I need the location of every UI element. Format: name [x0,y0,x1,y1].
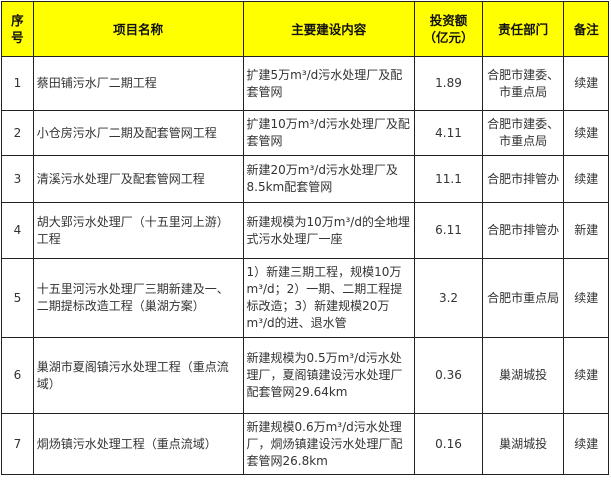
header-row: 序号 项目名称 主要建设内容 投资额 （亿元） 责任部门 备注 [1,1,609,57]
cell-no: 7 [1,413,34,475]
cell-dept: 巢湖城投 [481,337,565,414]
header-dept: 责任部门 [481,1,565,57]
table-body: 1 蔡田铺污水厂二期工程 扩建5万m³/d污水处理厂及配套管网 1.89 合肥市建委、市… [1,56,609,475]
table-row: 5 十五里河污水处理厂三期新建及一、二期提标改造工程（巢湖方案） 1）新建三期工程，… [1,258,609,338]
cell-content: 1）新建三期工程，规模10万m³/d；2）一期、二期工程提标改造；3）新建规模2… [242,258,416,338]
cell-content: 新建规模为0.5万m³/d污水处理厂，夏阁镇建设污水处理厂配套管网29.64km [242,337,416,414]
cell-name: 蔡田铺污水厂二期工程 [32,56,244,111]
cell-note: 新建 [563,202,609,259]
header-no: 序号 [1,1,34,57]
cell-name: 清溪污水处理厂及配套管网工程 [32,155,244,203]
cell-content: 新建规模0.6万m³/d污水处理厂，烔炀镇建设污水处理厂配套管网26.8km [242,413,416,475]
cell-investment: 0.16 [414,413,483,475]
cell-no: 6 [1,337,34,414]
cell-dept: 合肥市建委、市重点局 [481,110,565,156]
cell-no: 2 [1,110,34,156]
table-row: 3 清溪污水处理厂及配套管网工程 新建20万m³/d污水处理厂及8.5km配套管网 1… [1,155,609,203]
table-row: 7 烔炀镇污水处理工程（重点流域） 新建规模0.6万m³/d污水处理厂，烔炀镇建设污… [1,413,609,475]
cell-dept: 巢湖城投 [481,413,565,475]
cell-content: 扩建10万m³/d污水处理厂及配套管网 [242,110,416,156]
cell-investment: 0.36 [414,337,483,414]
cell-name: 小仓房污水厂二期及配套管网工程 [32,110,244,156]
cell-note: 续建 [563,110,609,156]
cell-note: 续建 [563,155,609,203]
project-table: 序号 项目名称 主要建设内容 投资额 （亿元） 责任部门 备注 1 蔡田铺污水厂二… [1,1,609,475]
cell-dept: 合肥市重点局 [481,258,565,338]
cell-investment: 11.1 [414,155,483,203]
header-name: 项目名称 [32,1,244,57]
table-row: 1 蔡田铺污水厂二期工程 扩建5万m³/d污水处理厂及配套管网 1.89 合肥市建委、市… [1,56,609,111]
cell-content: 新建20万m³/d污水处理厂及8.5km配套管网 [242,155,416,203]
cell-no: 1 [1,56,34,111]
cell-investment: 4.11 [414,110,483,156]
cell-dept: 合肥市排管办 [481,155,565,203]
cell-note: 续建 [563,56,609,111]
cell-name: 胡大郢污水处理厂（十五里河上游）工程 [32,202,244,259]
cell-content: 扩建5万m³/d污水处理厂及配套管网 [242,56,416,111]
cell-no: 4 [1,202,34,259]
table-row: 4 胡大郢污水处理厂（十五里河上游）工程 新建规模为10万m³/d的全地埋式污水处理… [1,202,609,259]
cell-note: 续建 [563,413,609,475]
cell-dept: 合肥市排管办 [481,202,565,259]
header-note: 备注 [563,1,609,57]
cell-investment: 3.2 [414,258,483,338]
cell-name: 巢湖市夏阁镇污水处理工程（重点流域） [32,337,244,414]
table-row: 2 小仓房污水厂二期及配套管网工程 扩建10万m³/d污水处理厂及配套管网 4.11 合… [1,110,609,156]
cell-content: 新建规模为10万m³/d的全地埋式污水处理厂一座 [242,202,416,259]
cell-note: 续建 [563,258,609,338]
cell-note: 续建 [563,337,609,414]
table-row: 6 巢湖市夏阁镇污水处理工程（重点流域） 新建规模为0.5万m³/d污水处理厂，夏阁… [1,337,609,414]
header-content: 主要建设内容 [242,1,416,57]
cell-name: 烔炀镇污水处理工程（重点流域） [32,413,244,475]
cell-no: 3 [1,155,34,203]
cell-investment: 6.11 [414,202,483,259]
cell-name: 十五里河污水处理厂三期新建及一、二期提标改造工程（巢湖方案） [32,258,244,338]
cell-dept: 合肥市建委、市重点局 [481,56,565,111]
cell-no: 5 [1,258,34,338]
cell-investment: 1.89 [414,56,483,111]
header-investment: 投资额 （亿元） [414,1,483,57]
